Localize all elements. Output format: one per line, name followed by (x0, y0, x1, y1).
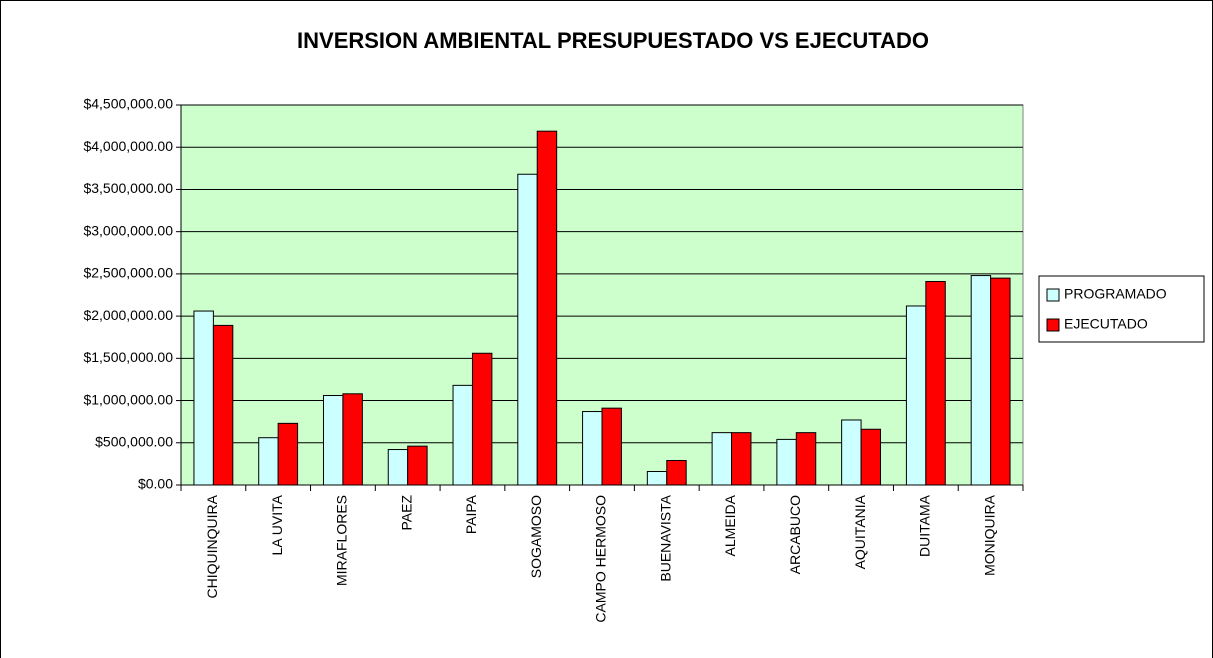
chart-title: INVERSION AMBIENTAL PRESUPUESTADO VS EJE… (297, 28, 929, 53)
bar (517, 173, 538, 486)
bar (970, 275, 992, 486)
x-tick-label: PAEZ (398, 495, 414, 531)
bar (731, 432, 752, 486)
bar (601, 407, 622, 486)
bar (536, 130, 558, 486)
bar (277, 422, 299, 486)
x-tick-label: PAIPA (463, 494, 479, 534)
y-tick-label: $4,000,000.00 (83, 138, 173, 154)
y-tick-label: $2,000,000.00 (83, 307, 173, 323)
bar (666, 460, 687, 486)
legend-box (1038, 275, 1205, 343)
legend-swatch (1046, 318, 1060, 332)
y-tick-label: $1,000,000.00 (83, 391, 173, 407)
y-tick-label: $3,500,000.00 (83, 180, 173, 196)
x-tick-label: BUENAVISTA (657, 494, 673, 581)
y-tick-label: $4,500,000.00 (83, 96, 173, 112)
bar (193, 310, 214, 486)
bar (776, 438, 797, 486)
x-tick-label: MONIQUIRA (981, 494, 997, 576)
bar (860, 428, 882, 486)
x-tick-label: ARCABUCO (787, 495, 803, 574)
y-tick-label: $0.00 (138, 476, 173, 492)
bar (452, 384, 473, 486)
bar (258, 437, 279, 486)
legend-label: EJECUTADO (1064, 316, 1148, 332)
x-tick-label: ALMEIDA (722, 494, 738, 556)
x-tick-label: MIRAFLORES (334, 495, 350, 586)
x-tick-label: DUITAMA (917, 494, 933, 557)
bar (342, 393, 363, 486)
y-tick-label: $2,500,000.00 (83, 265, 173, 281)
x-tick-label: CAMPO HERMOSO (593, 495, 609, 623)
bar (990, 277, 1011, 486)
legend-swatch (1046, 288, 1060, 302)
bar (471, 352, 493, 486)
bar (795, 432, 817, 486)
x-tick-label: CHIQUINQUIRA (204, 494, 220, 598)
bar (212, 324, 234, 486)
bar (407, 445, 428, 486)
bar (322, 394, 344, 486)
x-tick-label: SOGAMOSO (528, 495, 544, 578)
y-tick-label: $3,000,000.00 (83, 222, 173, 238)
bar (925, 280, 946, 486)
y-tick-label: $1,500,000.00 (83, 349, 173, 365)
bar (646, 470, 668, 486)
x-tick-label: LA UVITA (269, 494, 285, 555)
y-tick-label: $500,000.00 (95, 433, 173, 449)
bar (905, 305, 927, 486)
bar (387, 449, 409, 486)
x-tick-label: AQUITANIA (852, 494, 868, 569)
bar (711, 432, 733, 486)
legend-label: PROGRAMADO (1064, 286, 1167, 302)
bar (841, 419, 862, 486)
bar (582, 411, 603, 486)
